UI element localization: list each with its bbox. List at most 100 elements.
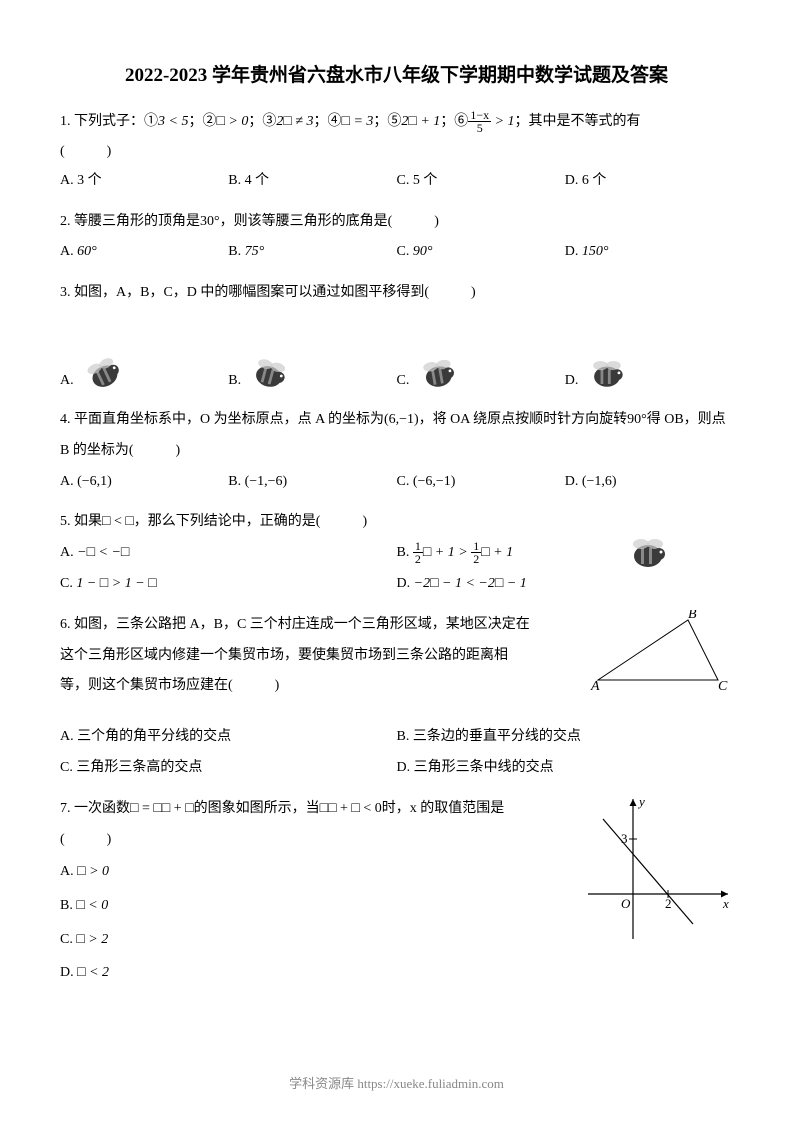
q4-c-label: C. bbox=[397, 474, 410, 489]
q6-a: 三个角的角平分线的交点 bbox=[77, 729, 231, 744]
question-4-text: 4. 平面直角坐标系中，O 为坐标原点，点 A 的坐标为(6,−1)，将 OA … bbox=[60, 405, 733, 467]
q2-opt-a: A. 60° bbox=[60, 237, 228, 268]
q3-c-label: C. bbox=[397, 367, 410, 395]
q1-sep2: ；③ bbox=[248, 114, 276, 129]
q1-expr2: □ > 0 bbox=[216, 114, 248, 129]
y-axis-label: y bbox=[637, 794, 645, 809]
x-intercept-label: 2 bbox=[665, 896, 672, 911]
q3-opt-a: A. bbox=[60, 349, 228, 395]
bee-ref-svg bbox=[623, 526, 673, 576]
q5-num: 5. bbox=[60, 514, 71, 529]
q7-d: □ < 2 bbox=[77, 965, 109, 980]
q5-b-mid: □ + 1 > bbox=[423, 545, 471, 560]
q1-c-label: C. bbox=[397, 173, 410, 188]
q3-d-label: D. bbox=[565, 367, 579, 395]
q2-b: 75° bbox=[245, 244, 265, 259]
q1-sep3: ；④ bbox=[314, 114, 342, 129]
question-1: 1. 下列式子：①3 < 5；②□ > 0；③2□ ≠ 3；④□ = 3；⑤2□… bbox=[60, 107, 733, 197]
q4-options: A. (−6,1) B. (−1,−6) C. (−6,−1) D. (−1,6… bbox=[60, 467, 733, 498]
q2-a: 60° bbox=[77, 244, 97, 259]
q4-d: (−1,6) bbox=[582, 474, 617, 489]
q6-c: 三角形三条高的交点 bbox=[76, 760, 202, 775]
question-6-text: 6. 如图，三条公路把 A，B，C 三个村庄连成一个三角形区域，某地区决定在这个… bbox=[60, 610, 530, 702]
q6-d: 三角形三条中线的交点 bbox=[414, 760, 554, 775]
q2-opt-b: B. 75° bbox=[228, 237, 396, 268]
q3-opt-d: D. bbox=[565, 349, 733, 395]
question-6: 6. 如图，三条公路把 A，B，C 三个村庄连成一个三角形区域，某地区决定在这个… bbox=[60, 610, 733, 784]
q1-sep5: ；⑥ bbox=[440, 114, 468, 129]
question-3-text: 3. 如图，A，B，C，D 中的哪幅图案可以通过如图平移得到( ) bbox=[60, 278, 733, 309]
q6-num: 6. bbox=[60, 617, 71, 632]
q1-sep6: ；其中是不等式的有 bbox=[515, 114, 641, 129]
q4-b-label: B. bbox=[228, 474, 241, 489]
q6-opt-d: D. 三角形三条中线的交点 bbox=[397, 753, 734, 784]
q1-opt-d: D. 6 个 bbox=[565, 166, 733, 197]
question-2-text: 2. 等腰三角形的顶角是30°，则该等腰三角形的底角是( ) bbox=[60, 207, 733, 238]
q3-b-label: B. bbox=[228, 367, 241, 395]
q5-a: −□ < −□ bbox=[77, 545, 129, 560]
q1-frac-den: 5 bbox=[468, 122, 491, 134]
q7-num: 7. bbox=[60, 801, 71, 816]
q5-d-label: D. bbox=[397, 576, 411, 591]
q3-num: 3. bbox=[60, 285, 71, 300]
origin-label: O bbox=[621, 896, 631, 911]
q5-opt-b: B. 12□ + 1 > 12□ + 1 bbox=[397, 538, 734, 569]
q5-opt-d: D. −2□ − 1 < −2□ − 1 bbox=[397, 569, 734, 600]
q4-num: 4. bbox=[60, 412, 71, 427]
question-3: 3. 如图，A，B，C，D 中的哪幅图案可以通过如图平移得到( ) A. B. bbox=[60, 278, 733, 395]
footer-text: 学科资源库 https://xueke.fuliadmin.com bbox=[0, 1073, 793, 1092]
q2-options: A. 60° B. 75° C. 90° D. 150° bbox=[60, 237, 733, 268]
q2-a-label: A. bbox=[60, 244, 74, 259]
q4-a-label: A. bbox=[60, 474, 74, 489]
q3-opt-c: C. bbox=[397, 349, 565, 395]
q2-opt-d: D. 150° bbox=[565, 237, 733, 268]
q3-options: A. B. C. D. bbox=[60, 349, 733, 395]
bee-d-svg bbox=[584, 349, 630, 395]
q4-a: (−6,1) bbox=[77, 474, 112, 489]
q5-b-f2d: 2 bbox=[471, 553, 481, 565]
q6-c-label: C. bbox=[60, 760, 73, 775]
q1-frac-after: > 1 bbox=[491, 114, 514, 129]
q1-pre: 下列式子：① bbox=[74, 114, 158, 129]
q7-d-label: D. bbox=[60, 965, 74, 980]
triangle-diagram: A B C bbox=[588, 610, 733, 695]
q2-d-label: D. bbox=[565, 244, 579, 259]
q6-b: 三条边的垂直平分线的交点 bbox=[413, 729, 581, 744]
q1-a: 3 个 bbox=[77, 173, 102, 188]
bee-c-svg bbox=[415, 349, 461, 395]
question-4: 4. 平面直角坐标系中，O 为坐标原点，点 A 的坐标为(6,−1)，将 OA … bbox=[60, 405, 733, 497]
x-axis-label: x bbox=[722, 896, 729, 911]
q4-text: 平面直角坐标系中，O 为坐标原点，点 A 的坐标为(6,−1)，将 OA 绕原点… bbox=[60, 412, 726, 458]
q1-d-label: D. bbox=[565, 173, 579, 188]
q2-b-label: B. bbox=[228, 244, 241, 259]
q6-d-label: D. bbox=[397, 760, 411, 775]
bee-a-svg bbox=[80, 349, 126, 395]
q4-opt-d: D. (−1,6) bbox=[565, 467, 733, 498]
question-1-text: 1. 下列式子：①3 < 5；②□ > 0；③2□ ≠ 3；④□ = 3；⑤2□… bbox=[60, 107, 733, 138]
triangle-label-b: B bbox=[688, 610, 697, 622]
q4-c: (−6,−1) bbox=[413, 474, 456, 489]
triangle-label-c: C bbox=[718, 679, 728, 694]
q5-b-frac2: 12 bbox=[471, 540, 481, 565]
triangle-label-a: A bbox=[590, 679, 600, 694]
q4-opt-c: C. (−6,−1) bbox=[397, 467, 565, 498]
q7-c-label: C. bbox=[60, 932, 73, 947]
q1-b-label: B. bbox=[228, 173, 241, 188]
q5-c: 1 − □ > 1 − □ bbox=[76, 576, 156, 591]
q5-opt-a: A. −□ < −□ bbox=[60, 538, 397, 569]
q7-a-label: A. bbox=[60, 864, 74, 879]
q2-c-label: C. bbox=[397, 244, 410, 259]
q1-options: A. 3 个 B. 4 个 C. 5 个 D. 6 个 bbox=[60, 166, 733, 197]
q1-paren: ( ) bbox=[60, 138, 733, 166]
q2-text: 等腰三角形的顶角是30°，则该等腰三角形的底角是( ) bbox=[74, 214, 439, 229]
q5-a-label: A. bbox=[60, 545, 74, 560]
question-2: 2. 等腰三角形的顶角是30°，则该等腰三角形的底角是( ) A. 60° B.… bbox=[60, 207, 733, 269]
q5-b-f1d: 2 bbox=[413, 553, 423, 565]
function-line bbox=[603, 819, 693, 924]
q1-d: 6 个 bbox=[582, 173, 607, 188]
question-7: 7. 一次函数□ = □□ + □的图象如图所示，当□□ + □ < 0时，x … bbox=[60, 794, 733, 990]
q4-opt-a: A. (−6,1) bbox=[60, 467, 228, 498]
q7-b: □ < 0 bbox=[76, 898, 108, 913]
q5-c-label: C. bbox=[60, 576, 73, 591]
bee-b-svg bbox=[247, 349, 293, 395]
